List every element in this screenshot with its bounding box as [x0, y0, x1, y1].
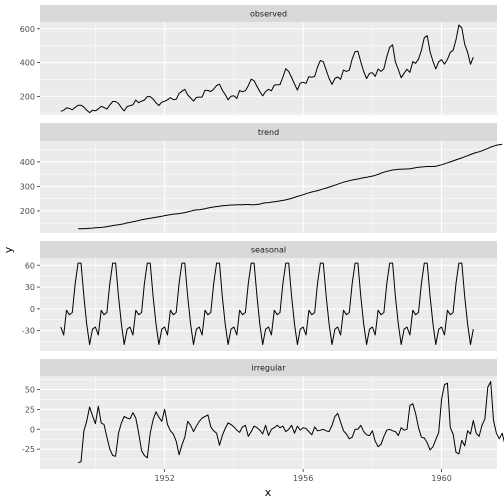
y-tick-label: 50	[25, 386, 35, 395]
series-line-observed	[60, 24, 474, 114]
series-line-irregular	[77, 381, 504, 464]
y-tick-label: 400	[20, 158, 35, 167]
strip-label-seasonal: seasonal	[251, 246, 286, 255]
y-tick-label: 60	[25, 261, 35, 270]
y-tick-label: 300	[20, 182, 35, 191]
strip-observed	[40, 5, 497, 22]
panel-seasonal: seasonal -30 0 30 60	[22, 241, 497, 351]
x-tick-label: 1956	[293, 474, 313, 483]
panel-observed: observed 200 400 600	[20, 5, 497, 115]
y-tick-label: 0	[30, 305, 35, 314]
strip-trend	[40, 123, 497, 141]
x-tick-label: 1960	[431, 474, 451, 483]
y-axis-title: y	[2, 246, 15, 253]
y-tick-label: 600	[20, 25, 35, 34]
y-tick-label: 400	[20, 59, 35, 68]
strip-label-observed: observed	[250, 10, 287, 19]
strip-seasonal	[40, 241, 497, 258]
panel-bg-trend	[40, 141, 497, 233]
y-tick-label: 200	[20, 207, 35, 216]
series-line-trend	[78, 143, 503, 230]
strip-label-irregular: irregular	[252, 364, 287, 373]
x-tick-label: 1952	[154, 474, 174, 483]
series-line-seasonal	[60, 262, 474, 345]
y-tick-label: -30	[22, 327, 35, 336]
strip-irregular	[40, 359, 497, 376]
panel-bg-observed	[40, 22, 497, 115]
x-axis-title: x	[265, 486, 272, 499]
panel-trend: trend 200 300 400	[20, 123, 503, 233]
y-tick-label: 0	[30, 425, 35, 434]
y-tick-label: -25	[22, 445, 35, 454]
y-tick-label: 25	[25, 405, 35, 414]
y-tick-label: 200	[20, 92, 35, 101]
y-tick-label: 30	[25, 283, 35, 292]
strip-label-trend: trend	[258, 128, 279, 137]
panel-irregular: irregular -25 0 25 50 1952 1956 1960	[22, 359, 504, 483]
